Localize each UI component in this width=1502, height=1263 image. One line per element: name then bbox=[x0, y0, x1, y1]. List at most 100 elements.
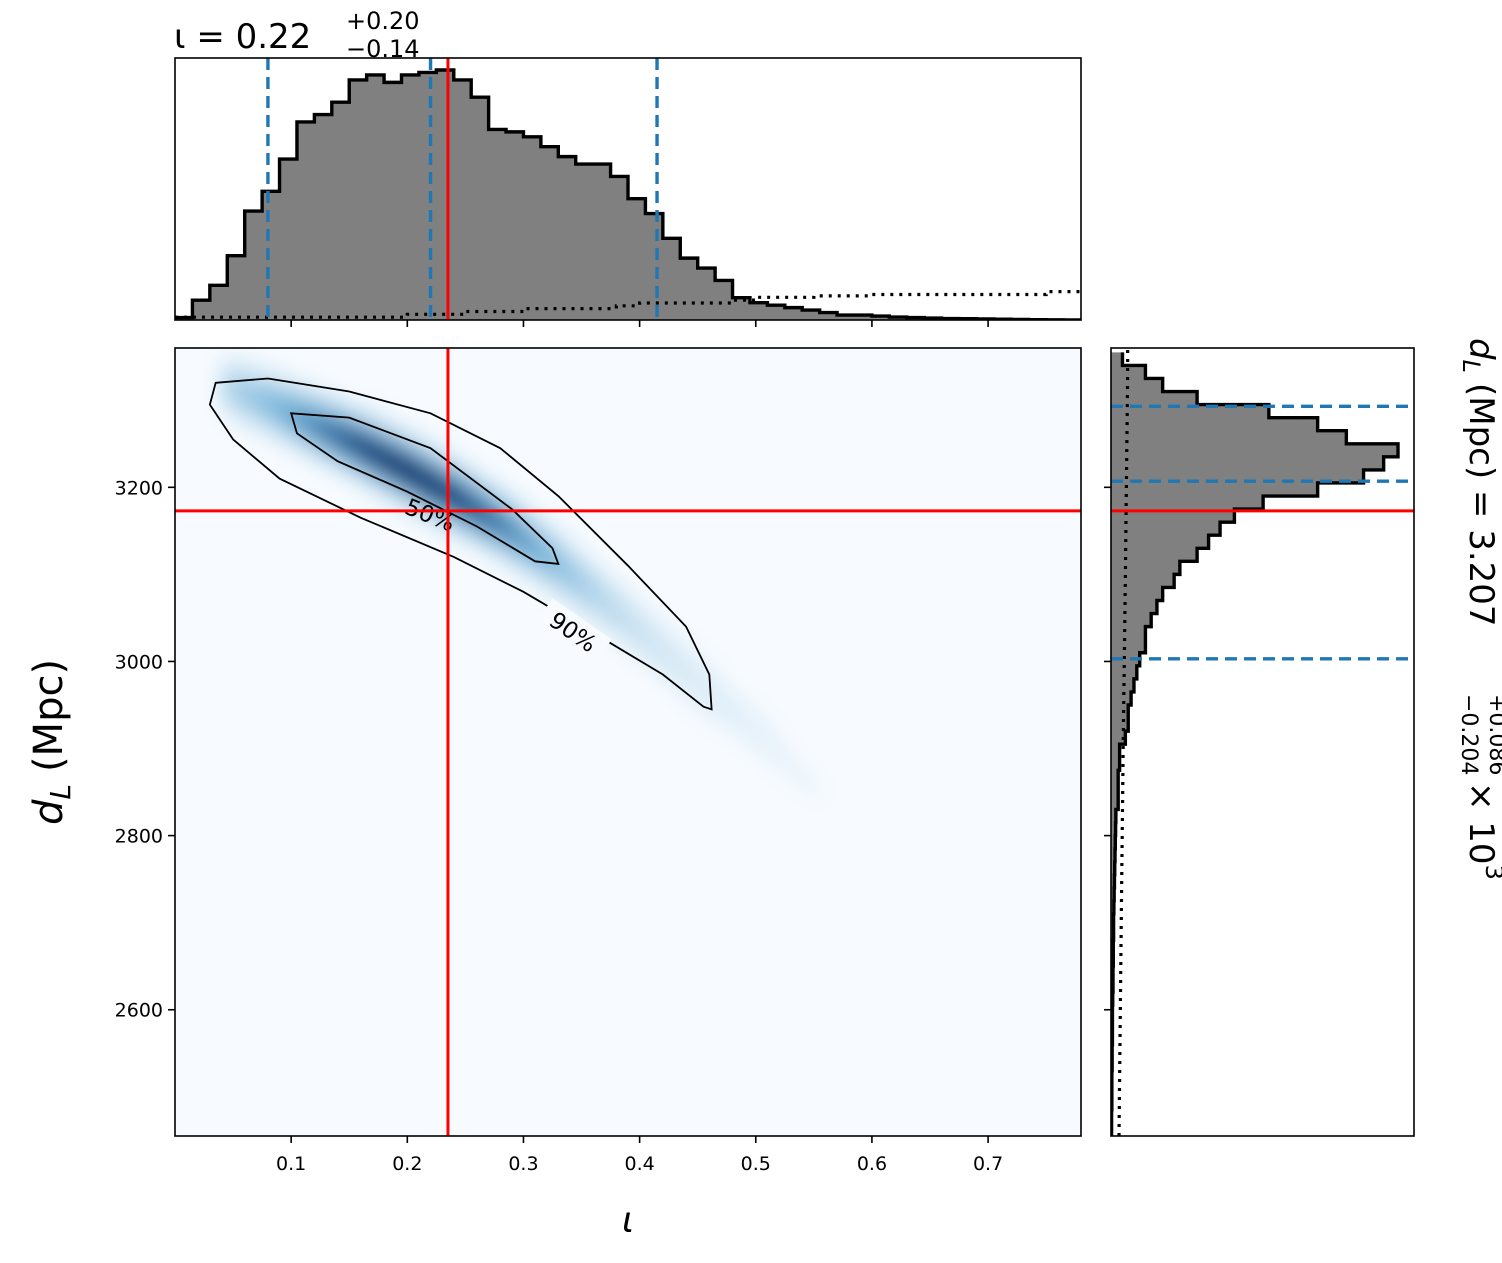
density-cell-331 bbox=[628, 595, 641, 605]
density-cell-97 bbox=[349, 473, 362, 483]
density-cell-143 bbox=[395, 470, 409, 481]
density-cell-8 bbox=[233, 411, 246, 422]
density-cell-335 bbox=[639, 630, 653, 641]
density-cell-354 bbox=[674, 679, 688, 689]
density-cell-16 bbox=[244, 425, 258, 436]
density-cell-299 bbox=[581, 582, 595, 593]
density-cell-337 bbox=[639, 613, 653, 624]
density-cell-114 bbox=[360, 417, 374, 428]
density-cell-58 bbox=[291, 393, 304, 404]
dl-title-subscript: L bbox=[1457, 360, 1485, 373]
density-cell-243 bbox=[511, 547, 525, 558]
density-cell-204 bbox=[453, 450, 467, 461]
density-cell-135 bbox=[384, 438, 397, 449]
density-cell-233 bbox=[500, 548, 513, 558]
density-cell-17 bbox=[244, 416, 258, 427]
density-cell-64 bbox=[302, 425, 316, 435]
density-cell-403 bbox=[767, 742, 780, 753]
density-cell-369 bbox=[697, 690, 711, 701]
density-cell-181 bbox=[430, 446, 444, 457]
density-cell-363 bbox=[686, 671, 699, 682]
density-cell-303 bbox=[581, 547, 595, 558]
density-cell-284 bbox=[558, 538, 571, 548]
density-cell-12 bbox=[233, 377, 246, 387]
density-cell-198 bbox=[453, 502, 467, 513]
density-cell-113 bbox=[360, 426, 374, 437]
density-cell-327 bbox=[628, 629, 641, 640]
density-cell-246 bbox=[511, 521, 525, 532]
density-cell-0 bbox=[221, 407, 235, 417]
density-cell-107 bbox=[360, 478, 374, 489]
density-cell-258 bbox=[523, 503, 537, 514]
density-cell-371 bbox=[697, 673, 711, 683]
dl-marginal-frame bbox=[1110, 347, 1415, 1137]
density-cell-142 bbox=[395, 479, 409, 490]
density-cell-23 bbox=[244, 364, 258, 375]
density-cell-130 bbox=[384, 482, 397, 492]
density-cell-269 bbox=[546, 581, 560, 592]
density-cell-324 bbox=[616, 585, 629, 595]
density-cell-373 bbox=[697, 655, 711, 666]
density-cell-287 bbox=[569, 599, 583, 610]
dl-marginal-panel: dL (Mpc) = 3.207 +0.086 −0.204 × 103 bbox=[1104, 338, 1502, 1137]
density-cell-217 bbox=[477, 516, 490, 527]
density-cell-380 bbox=[709, 665, 722, 676]
density-cell-390 bbox=[732, 693, 746, 704]
density-cell-169 bbox=[418, 448, 432, 459]
density-cell-96 bbox=[337, 398, 351, 408]
density-cell-102 bbox=[349, 429, 362, 440]
density-cell-264 bbox=[535, 538, 548, 548]
density-cell-100 bbox=[349, 447, 362, 457]
density-cell-6 bbox=[221, 354, 235, 365]
density-cell-280 bbox=[558, 573, 571, 583]
dl-title-median: 3.207 bbox=[1461, 529, 1501, 626]
density-cell-151 bbox=[407, 502, 420, 513]
density-cell-115 bbox=[360, 408, 374, 419]
density-cell-110 bbox=[360, 452, 374, 463]
density-cell-364 bbox=[686, 663, 699, 673]
density-cell-295 bbox=[581, 617, 595, 628]
density-cell-349 bbox=[662, 651, 676, 662]
density-cell-383 bbox=[720, 701, 734, 712]
density-cell-402 bbox=[767, 751, 780, 762]
dl-prior-line bbox=[1117, 348, 1130, 1136]
density-cell-69 bbox=[302, 381, 316, 392]
density-cell-271 bbox=[546, 563, 560, 574]
joint-density-panel: 50% 90% 0.1 0.2 0.3 0.4 0.5 0.6 0.7 2600280030… bbox=[26, 347, 1082, 1241]
density-cell-292 bbox=[569, 556, 583, 566]
density-cell-205 bbox=[465, 536, 478, 546]
density-cell-251 bbox=[523, 564, 537, 575]
density-cell-226 bbox=[488, 523, 502, 534]
dl-histogram-fill bbox=[1111, 352, 1398, 1136]
density-cell-293 bbox=[569, 547, 583, 558]
dl-title-prefix: (Mpc) = bbox=[1461, 383, 1501, 529]
density-cell-37 bbox=[267, 408, 281, 419]
density-cell-260 bbox=[535, 573, 548, 583]
density-cell-127 bbox=[372, 406, 386, 417]
density-cell-308 bbox=[593, 583, 606, 593]
density-cell-320 bbox=[616, 620, 629, 630]
density-cell-117 bbox=[372, 493, 386, 504]
density-cell-157 bbox=[407, 450, 420, 461]
density-cell-326 bbox=[628, 638, 641, 649]
density-cell-85 bbox=[326, 410, 339, 420]
density-cell-116 bbox=[360, 400, 374, 410]
dl-title-minus: −0.204 bbox=[1456, 694, 1481, 775]
density-cell-305 bbox=[593, 609, 606, 619]
density-cell-240 bbox=[500, 487, 513, 498]
density-cell-199 bbox=[453, 494, 467, 504]
density-cell-285 bbox=[558, 529, 571, 540]
dl-title-symbol: d bbox=[1461, 338, 1501, 360]
density-cell-3 bbox=[221, 381, 235, 391]
density-cell-126 bbox=[372, 415, 386, 425]
density-cell-10 bbox=[233, 394, 246, 405]
density-cell-275 bbox=[546, 529, 560, 539]
density-cell-178 bbox=[430, 472, 444, 483]
density-background bbox=[175, 348, 1081, 1136]
density-cell-257 bbox=[523, 512, 537, 523]
density-cell-94 bbox=[337, 415, 351, 426]
svg-text:× 103: × 103 bbox=[1461, 782, 1502, 880]
density-cell-313 bbox=[604, 610, 618, 621]
density-cell-368 bbox=[697, 699, 711, 709]
dl-axis-subscript: L bbox=[44, 784, 77, 800]
